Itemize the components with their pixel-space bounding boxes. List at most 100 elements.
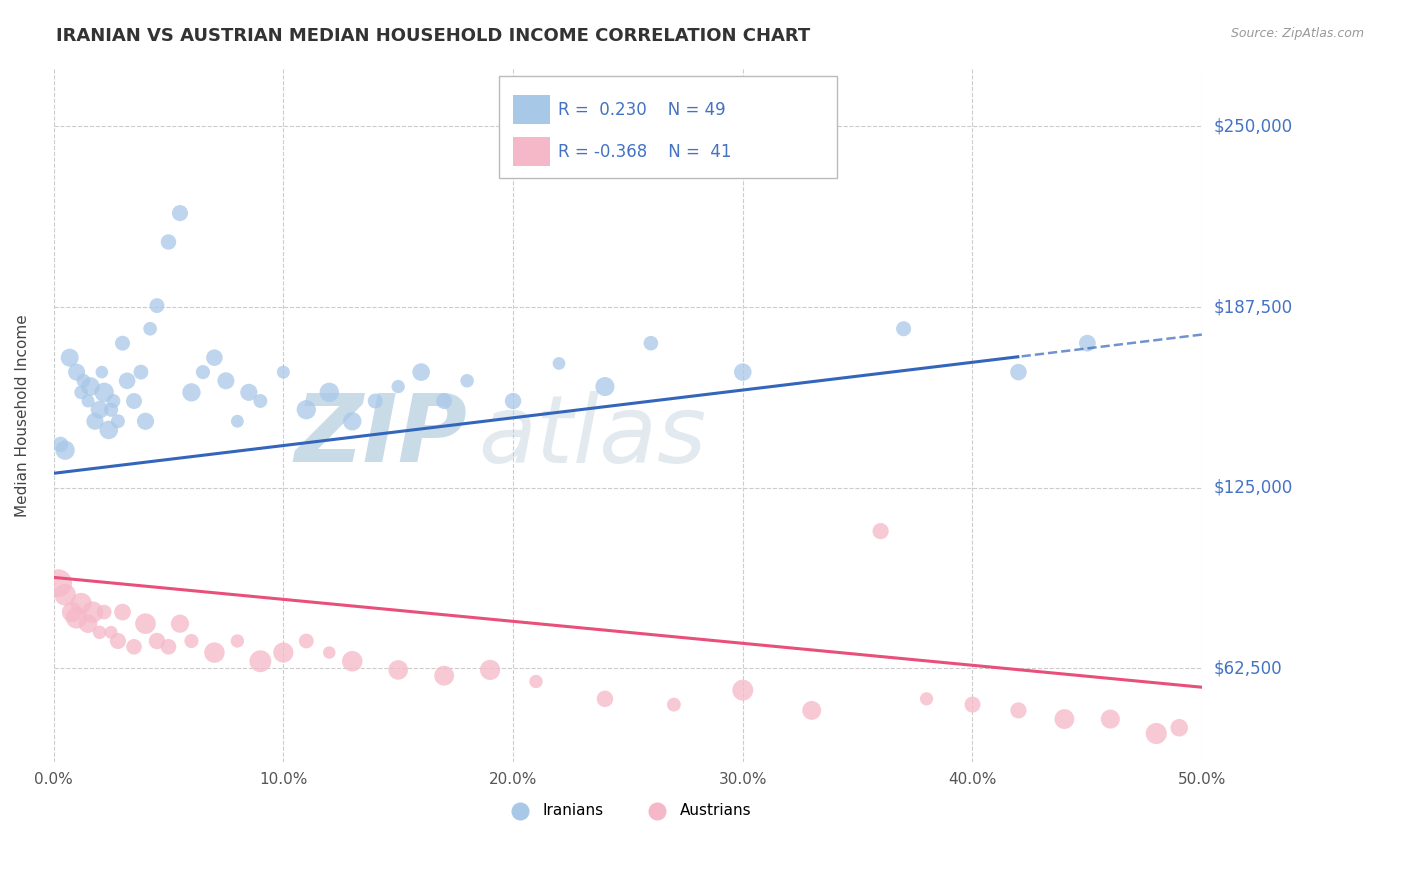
Point (273, 646, 295, 660)
Point (180, 634, 202, 648)
Point (84, 414, 107, 428)
Text: ZIP: ZIP (294, 391, 467, 483)
Point (46, 576, 69, 591)
Point (226, 414, 249, 428)
Point (53, 588, 76, 602)
Point (1053, 712, 1076, 726)
Point (249, 654, 271, 668)
Point (238, 385, 260, 400)
Point (295, 634, 318, 648)
Point (548, 356, 571, 370)
Point (122, 394, 145, 409)
Point (593, 379, 616, 393)
Point (1168, 721, 1191, 735)
Point (387, 379, 409, 393)
Point (49, 437, 72, 451)
Point (893, 322, 915, 336)
Point (93, 605, 115, 619)
Point (593, 691, 616, 706)
Point (103, 394, 125, 409)
Point (146, 299, 169, 313)
Point (1076, 336, 1098, 351)
Point (456, 374, 478, 388)
Point (70, 596, 93, 610)
Point (72, 374, 94, 388)
Text: $62,500: $62,500 (1213, 659, 1282, 677)
Point (93, 385, 115, 400)
Point (962, 698, 984, 712)
Point (129, 365, 152, 379)
Point (100, 402, 122, 417)
Point (111, 336, 134, 351)
Point (111, 605, 134, 619)
Point (79, 379, 101, 393)
Point (191, 365, 214, 379)
Point (82, 605, 104, 619)
Text: IRANIAN VS AUSTRIAN MEDIAN HOUSEHOLD INCOME CORRELATION CHART: IRANIAN VS AUSTRIAN MEDIAN HOUSEHOLD INC… (56, 27, 810, 45)
Point (249, 394, 271, 409)
Point (204, 351, 226, 365)
Point (295, 402, 318, 417)
Point (89, 402, 111, 417)
Point (273, 365, 295, 379)
Legend: Iranians, Austrians: Iranians, Austrians (498, 797, 758, 824)
Point (364, 394, 387, 409)
Point (433, 394, 456, 409)
Point (479, 663, 502, 677)
Point (662, 698, 685, 712)
Point (157, 640, 180, 654)
Text: $250,000: $250,000 (1213, 118, 1292, 136)
Point (77, 394, 100, 409)
Point (59, 351, 82, 365)
Point (122, 640, 145, 654)
Point (204, 646, 226, 660)
Point (640, 336, 662, 351)
Point (433, 669, 456, 683)
Text: R = -0.368    N =  41: R = -0.368 N = 41 (558, 143, 731, 161)
Point (65, 611, 87, 625)
Point (731, 683, 754, 698)
Y-axis label: Median Household Income: Median Household Income (15, 314, 30, 516)
Point (387, 663, 409, 677)
Point (89, 625, 111, 640)
Point (800, 703, 823, 717)
Text: $125,000: $125,000 (1213, 479, 1292, 497)
Text: $187,500: $187,500 (1213, 298, 1292, 316)
Point (180, 385, 202, 400)
Point (915, 691, 938, 706)
Point (146, 634, 169, 648)
Point (342, 414, 364, 428)
Point (411, 365, 433, 379)
Point (70, 385, 93, 400)
Text: Source: ZipAtlas.com: Source: ZipAtlas.com (1230, 27, 1364, 40)
Point (215, 374, 238, 388)
Point (502, 394, 524, 409)
Point (90, 365, 112, 379)
Point (318, 385, 340, 400)
Point (226, 634, 249, 648)
Point (115, 374, 138, 388)
Point (318, 646, 340, 660)
Point (107, 414, 129, 428)
Point (65, 365, 87, 379)
Point (100, 625, 122, 640)
Point (134, 414, 156, 428)
Point (869, 524, 891, 538)
Point (342, 654, 364, 668)
Text: R =  0.230    N = 49: R = 0.230 N = 49 (558, 101, 725, 119)
Point (134, 616, 156, 631)
Point (60, 605, 83, 619)
Point (53, 443, 76, 458)
Point (97, 423, 120, 437)
Point (524, 674, 547, 689)
Point (731, 365, 754, 379)
Text: atlas: atlas (478, 391, 707, 482)
Point (1144, 726, 1167, 740)
Point (77, 616, 100, 631)
Point (1007, 365, 1029, 379)
Point (1007, 703, 1029, 717)
Point (157, 235, 180, 249)
Point (1099, 712, 1122, 726)
Point (107, 634, 129, 648)
Point (139, 322, 162, 336)
